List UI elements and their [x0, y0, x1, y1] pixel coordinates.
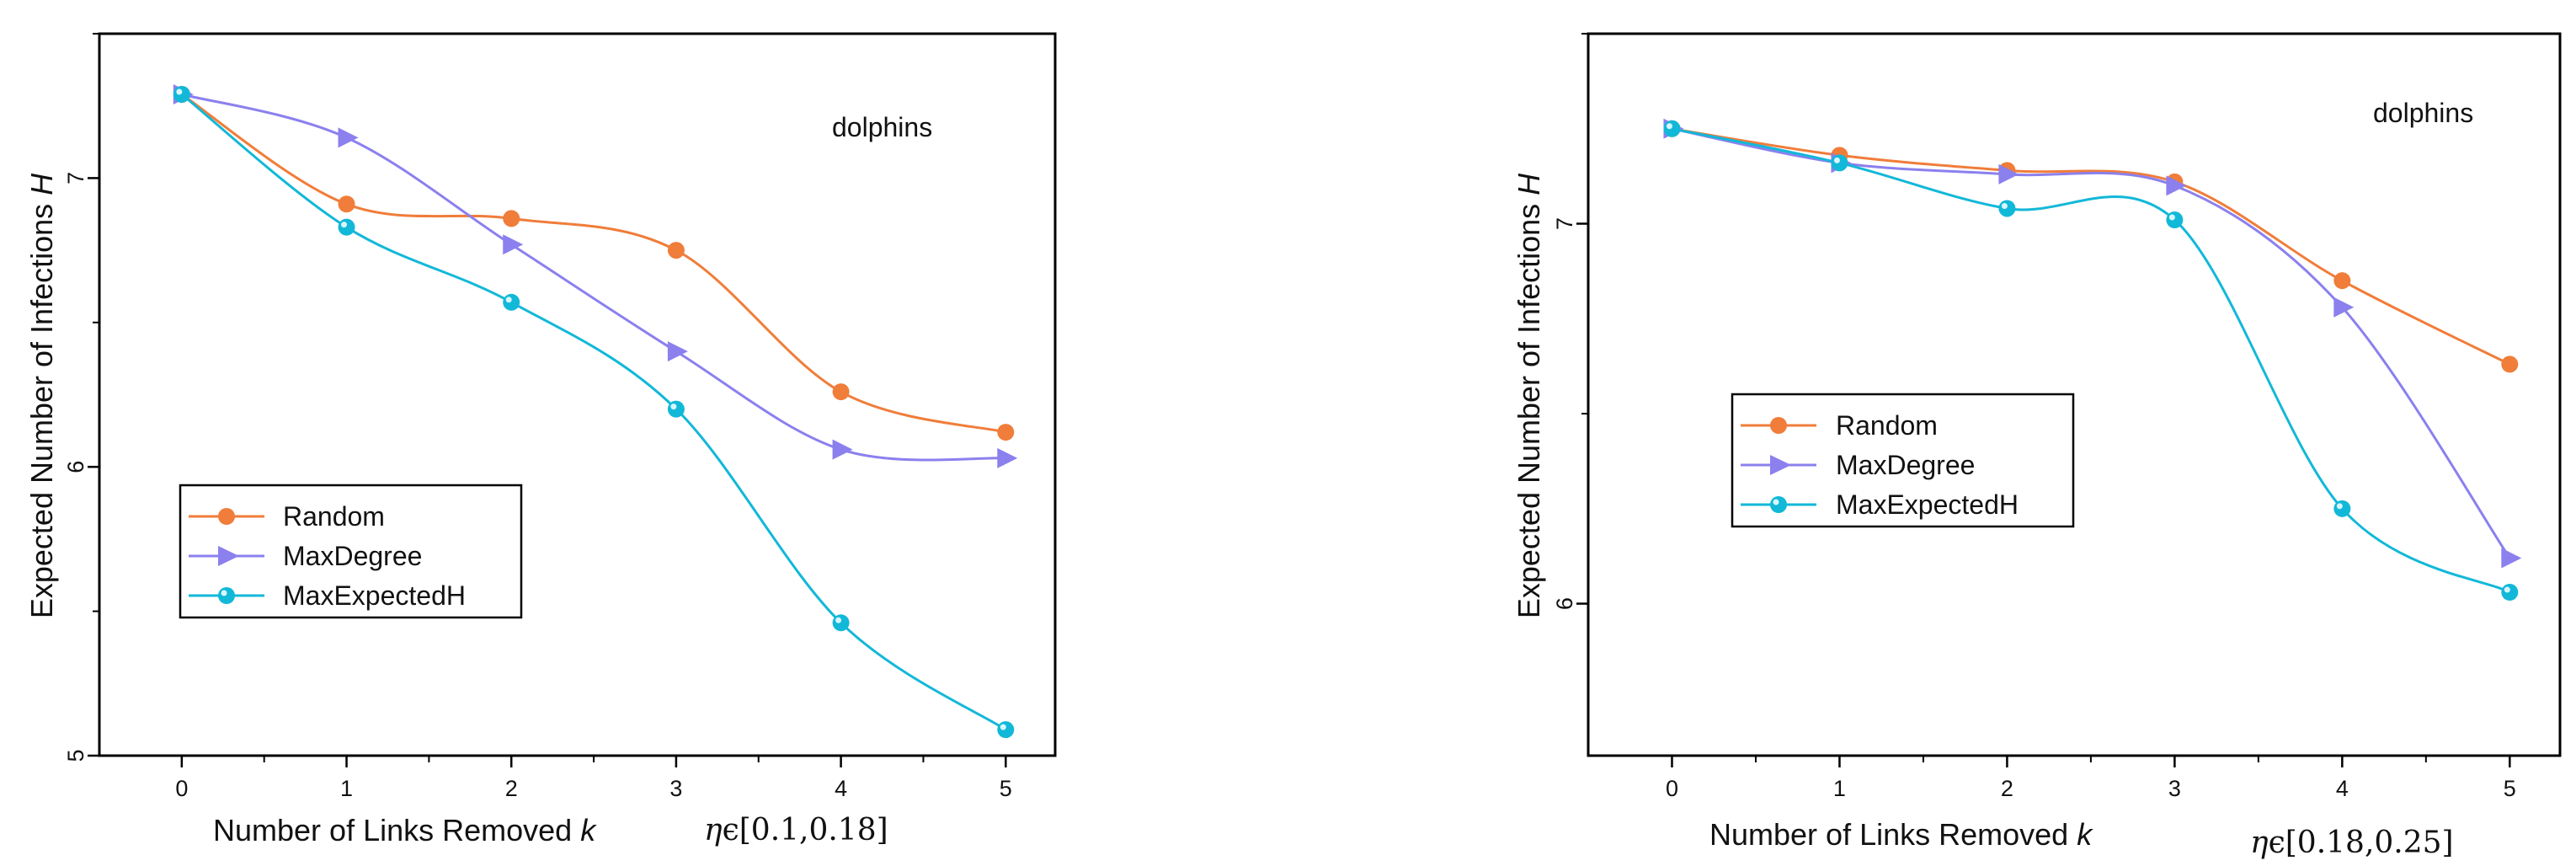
- data-point-maxexpectedh: [1998, 200, 2016, 217]
- data-point-maxexpectedh: [997, 721, 1015, 739]
- data-point-maxexpectedh-highlight: [2168, 214, 2175, 221]
- eta-range-label: ηϵ[0.18,0.25]: [2250, 826, 2454, 860]
- data-point-maxdegree: [667, 341, 688, 362]
- chart-left: 0 1 2 3 4 5 5 6 7 dolphins Random MaxDegree MaxE…: [24, 32, 1057, 847]
- data-point-maxexpectedh: [1663, 120, 1681, 137]
- data-point-maxexpectedh-highlight: [505, 297, 512, 303]
- x-tick-label: 4: [835, 776, 847, 801]
- data-point-random: [2501, 355, 2519, 373]
- data-point-maxdegree: [2166, 175, 2187, 196]
- data-point-random: [997, 424, 1015, 441]
- data-point-maxexpectedh-highlight: [1833, 157, 1840, 163]
- data-point-maxdegree: [2333, 297, 2355, 318]
- x-tick-label: 2: [505, 776, 518, 801]
- data-point-random: [338, 195, 355, 213]
- legend-marker-random: [1770, 417, 1787, 434]
- tick-labels: 0 1 2 3 4 5 5 6 7: [63, 172, 1012, 801]
- legend-label-maxexpectedh: MaxExpectedH: [1836, 489, 2019, 520]
- data-point-maxexpectedh-highlight: [2001, 202, 2008, 209]
- legend: Random MaxDegree MaxExpectedH: [1731, 393, 2075, 528]
- series-line-maxexpectedh: [180, 93, 1007, 731]
- data-point-maxexpectedh: [173, 85, 190, 103]
- data-point-maxexpectedh: [2501, 584, 2519, 601]
- data-point-maxexpectedh: [338, 218, 355, 236]
- y-tick-label: 7: [63, 172, 88, 184]
- x-tick-label: 5: [2504, 776, 2516, 801]
- legend-label-random: Random: [1836, 410, 1938, 441]
- x-tick-label: 4: [2336, 776, 2349, 801]
- series-line-random: [1672, 127, 2510, 366]
- legend-marker-maxdegree: [1770, 455, 1791, 475]
- series-markers: [1663, 118, 2522, 601]
- x-tick-label: 5: [1000, 776, 1012, 801]
- data-point-maxdegree: [338, 127, 359, 148]
- x-tick-label: 0: [175, 776, 188, 801]
- data-point-random: [503, 210, 520, 227]
- data-point-maxexpectedh: [667, 400, 685, 418]
- data-point-maxdegree: [1998, 163, 2019, 184]
- x-tick-label: 0: [1666, 776, 1678, 801]
- data-point-maxdegree: [2501, 548, 2522, 569]
- x-tick-label: 1: [340, 776, 353, 801]
- legend-marker-highlight: [1773, 499, 1779, 505]
- data-point-maxexpectedh: [503, 293, 520, 311]
- data-point-maxexpectedh: [832, 614, 850, 632]
- data-point-maxexpectedh-highlight: [176, 88, 183, 95]
- data-point-maxexpectedh-highlight: [835, 617, 842, 623]
- data-point-maxexpectedh: [2333, 500, 2351, 517]
- y-tick-label: 5: [63, 749, 88, 762]
- legend-marker-maxexpectedh: [1770, 496, 1787, 513]
- legend-marker-maxdegree: [218, 546, 239, 566]
- data-point-maxexpectedh-highlight: [670, 404, 677, 410]
- chart-annotation: dolphins: [2373, 98, 2473, 128]
- data-point-maxexpectedh-highlight: [341, 222, 348, 228]
- chart-annotation: dolphins: [832, 112, 932, 142]
- x-tick-label: 3: [669, 776, 682, 801]
- series-markers: [173, 83, 1018, 739]
- tick-labels: 0 1 2 3 4 5 6 7: [1552, 217, 2516, 801]
- x-axis-label: Number of Links Removed k: [213, 813, 597, 847]
- series-lines: [180, 93, 1007, 731]
- y-tick-label: 6: [63, 461, 88, 473]
- tick-marks: [88, 33, 1007, 767]
- chart-right: 0 1 2 3 4 5 6 7 dolphins Random MaxDegree MaxEx…: [1512, 32, 2562, 860]
- data-point-maxexpectedh-highlight: [1000, 724, 1006, 730]
- legend: Random MaxDegree MaxExpectedH: [179, 484, 523, 619]
- tick-marks: [1576, 33, 2511, 767]
- legend-label-maxdegree: MaxDegree: [1836, 450, 1975, 480]
- legend-marker-random: [218, 508, 235, 525]
- data-point-maxexpectedh-highlight: [2336, 503, 2343, 510]
- data-point-random: [667, 242, 685, 259]
- legend-marker-maxexpectedh: [218, 587, 235, 604]
- data-point-maxexpectedh: [1831, 154, 1848, 172]
- data-point-random: [832, 383, 850, 401]
- data-point-maxdegree: [503, 234, 524, 255]
- y-tick-label: 7: [1552, 217, 1577, 230]
- plot-frame: [98, 32, 1057, 757]
- legend-label-random: Random: [283, 501, 385, 532]
- eta-range-label: ηϵ[0.1,0.18]: [704, 813, 888, 847]
- legend-label-maxdegree: MaxDegree: [283, 541, 422, 571]
- data-point-maxexpectedh: [2166, 211, 2184, 229]
- y-tick-label: 6: [1552, 597, 1577, 610]
- data-point-maxdegree: [832, 439, 853, 460]
- y-axis-label: Expected Number of Infections H: [24, 173, 59, 618]
- data-point-maxexpectedh-highlight: [1666, 123, 1672, 130]
- series-line-random: [180, 93, 1006, 434]
- x-axis-label: Number of Links Removed k: [1709, 817, 2093, 852]
- x-tick-label: 3: [2168, 776, 2181, 801]
- series-line-maxdegree: [181, 93, 1006, 462]
- x-tick-label: 2: [2001, 776, 2013, 801]
- data-point-maxexpectedh-highlight: [2504, 586, 2510, 593]
- x-tick-label: 1: [1833, 776, 1846, 801]
- y-axis-label: Expected Number of Infections H: [1512, 173, 1546, 618]
- legend-label-maxexpectedh: MaxExpectedH: [283, 580, 466, 611]
- data-point-maxdegree: [997, 447, 1018, 468]
- legend-marker-highlight: [221, 590, 227, 596]
- plot-frame: [1587, 32, 2562, 757]
- data-point-random: [2333, 272, 2351, 290]
